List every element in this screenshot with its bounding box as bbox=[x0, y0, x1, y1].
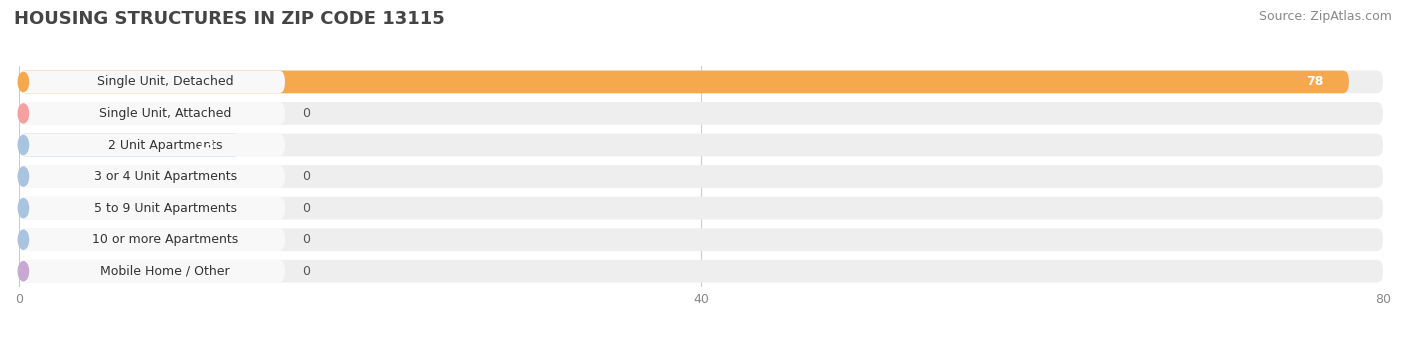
FancyBboxPatch shape bbox=[20, 71, 285, 93]
FancyBboxPatch shape bbox=[20, 134, 1384, 157]
Text: 10 or more Apartments: 10 or more Apartments bbox=[93, 233, 239, 246]
Text: 78: 78 bbox=[1306, 75, 1323, 88]
FancyBboxPatch shape bbox=[20, 134, 240, 157]
Text: 5 to 9 Unit Apartments: 5 to 9 Unit Apartments bbox=[94, 202, 236, 214]
Text: 0: 0 bbox=[302, 202, 311, 214]
Text: 3 or 4 Unit Apartments: 3 or 4 Unit Apartments bbox=[94, 170, 236, 183]
FancyBboxPatch shape bbox=[20, 102, 285, 125]
Circle shape bbox=[18, 230, 28, 249]
FancyBboxPatch shape bbox=[20, 197, 285, 220]
FancyBboxPatch shape bbox=[20, 102, 1384, 125]
FancyBboxPatch shape bbox=[20, 228, 1384, 251]
Circle shape bbox=[18, 135, 28, 154]
FancyBboxPatch shape bbox=[20, 197, 1384, 220]
Text: 0: 0 bbox=[302, 233, 311, 246]
Text: 2 Unit Apartments: 2 Unit Apartments bbox=[108, 138, 222, 151]
FancyBboxPatch shape bbox=[20, 260, 1384, 283]
Text: Source: ZipAtlas.com: Source: ZipAtlas.com bbox=[1258, 10, 1392, 23]
Text: Single Unit, Detached: Single Unit, Detached bbox=[97, 75, 233, 88]
FancyBboxPatch shape bbox=[20, 165, 285, 188]
Text: 13: 13 bbox=[198, 138, 215, 151]
FancyBboxPatch shape bbox=[20, 71, 1348, 93]
Circle shape bbox=[18, 104, 28, 123]
FancyBboxPatch shape bbox=[20, 165, 1384, 188]
Circle shape bbox=[18, 262, 28, 281]
Circle shape bbox=[18, 198, 28, 218]
FancyBboxPatch shape bbox=[20, 71, 1384, 93]
Text: HOUSING STRUCTURES IN ZIP CODE 13115: HOUSING STRUCTURES IN ZIP CODE 13115 bbox=[14, 10, 444, 28]
Text: 0: 0 bbox=[302, 265, 311, 278]
Text: 0: 0 bbox=[302, 170, 311, 183]
Text: Mobile Home / Other: Mobile Home / Other bbox=[100, 265, 231, 278]
FancyBboxPatch shape bbox=[20, 228, 285, 251]
Text: 0: 0 bbox=[302, 107, 311, 120]
Circle shape bbox=[18, 72, 28, 91]
Circle shape bbox=[18, 167, 28, 186]
Text: Single Unit, Attached: Single Unit, Attached bbox=[98, 107, 232, 120]
FancyBboxPatch shape bbox=[20, 260, 285, 283]
FancyBboxPatch shape bbox=[20, 134, 285, 157]
